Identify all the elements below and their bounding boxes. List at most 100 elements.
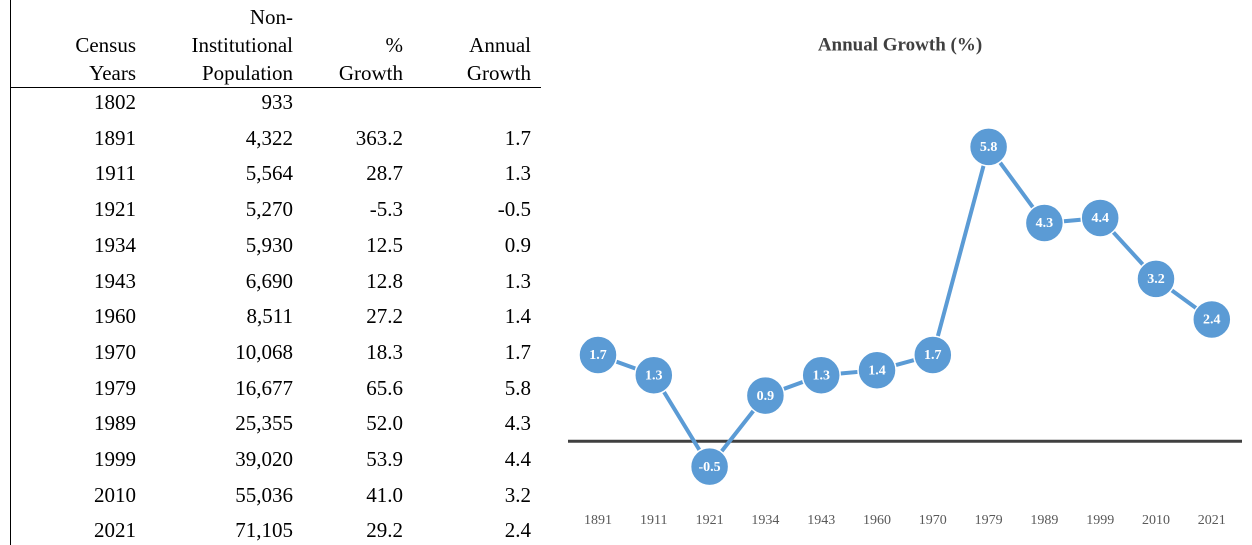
chart-title: Annual Growth (%) — [818, 34, 982, 55]
data-label: 1.3 — [645, 368, 663, 383]
table-cell: 0.9 — [504, 232, 531, 257]
table-cell: 1.7 — [504, 125, 531, 150]
line — [597, 142, 1213, 471]
marker — [634, 355, 674, 396]
table-cell: 12.8 — [366, 268, 403, 293]
table-cell: 4.4 — [504, 447, 531, 471]
marker — [1024, 203, 1065, 243]
table-cell: 10,068 — [235, 339, 293, 364]
data-label: 4.4 — [1091, 211, 1109, 226]
table-cell: 5,564 — [245, 161, 293, 186]
table-cell: 5.8 — [504, 375, 531, 400]
table-cell: Institutional — [191, 33, 294, 57]
table-cell: 1960 — [94, 304, 136, 329]
table-cell: 8,511 — [246, 304, 293, 329]
x-tick-label: 1891 — [584, 513, 612, 528]
table-cell: 41.0 — [366, 482, 403, 507]
x-tick-label: 1999 — [1086, 513, 1114, 528]
marker — [578, 335, 618, 375]
x-tick-label: 1943 — [807, 513, 835, 528]
x-tick-label: 1934 — [751, 513, 779, 528]
x-tick-label: 1989 — [1030, 513, 1058, 528]
table-cell: 1989 — [94, 411, 136, 436]
table-cell: 55,036 — [235, 482, 293, 507]
table-cell: Growth — [466, 61, 531, 85]
table-cell: 4.3 — [504, 411, 531, 436]
marker — [745, 375, 786, 416]
data-label: 1.4 — [868, 363, 886, 378]
marker — [1136, 259, 1176, 299]
marker — [913, 335, 953, 375]
table-cell: 53.9 — [366, 447, 403, 471]
table-cell: Annual — [469, 33, 531, 57]
marker — [1192, 299, 1232, 340]
data-label: -0.5 — [699, 460, 721, 475]
table-cell: 12.5 — [366, 232, 403, 257]
table-cell: 39,020 — [235, 447, 293, 471]
table-cell: 16,677 — [235, 375, 293, 400]
table-cell: % — [385, 33, 404, 57]
x-tick-label: 2010 — [1142, 513, 1170, 528]
header-rule — [11, 87, 541, 88]
table-cell: 1.3 — [504, 268, 531, 293]
table-cell: 1911 — [94, 161, 136, 186]
data-label: 3.2 — [1147, 272, 1165, 287]
data-label: 4.3 — [1036, 216, 1054, 231]
x-tick-label: 2021 — [1198, 513, 1226, 528]
table-cell: 5,270 — [245, 197, 293, 222]
table-cell: 18.3 — [366, 339, 403, 364]
table-cell: 1979 — [94, 375, 136, 400]
table-cell: 1.7 — [504, 339, 531, 364]
table-cell: 1.4 — [504, 304, 531, 329]
data-label: 5.8 — [980, 140, 998, 155]
table-cell: 65.6 — [366, 375, 403, 400]
table-cell: -5.3 — [369, 197, 403, 222]
table-cell: 28.7 — [366, 161, 403, 186]
table-cell: 6,690 — [245, 268, 293, 293]
table-cell: 5,930 — [245, 232, 293, 257]
data-label: 1.3 — [812, 368, 830, 383]
data-label: 0.9 — [757, 389, 775, 404]
table-cell: Population — [201, 61, 293, 85]
table-cell: 27.2 — [366, 304, 403, 329]
x-tick-label: 1921 — [696, 513, 724, 528]
marker — [689, 446, 730, 487]
table-cell: 363.2 — [355, 125, 403, 150]
table-cell: 25,355 — [235, 411, 293, 436]
table-cell: 1891 — [94, 125, 136, 150]
table-cell: 2.4 — [504, 518, 531, 543]
table-cell: 933 — [261, 90, 294, 114]
data-label: 2.4 — [1203, 313, 1221, 328]
data-label: 1.7 — [924, 348, 942, 363]
table-cell: 2021 — [94, 518, 136, 543]
table-cell: 29.2 — [366, 518, 403, 543]
data-label: 1.7 — [589, 348, 607, 363]
table-cell: 2010 — [94, 482, 136, 507]
chart: Annual Growth (%) 1.7 1891 1.3 1911 -0.5 1921… — [568, 34, 1242, 528]
marker — [968, 127, 1009, 167]
table-cell: 1.3 — [504, 161, 531, 186]
table-cell: 71,105 — [235, 518, 293, 543]
marker — [1080, 198, 1120, 238]
marker — [857, 350, 897, 390]
table-cell: Growth — [338, 61, 403, 85]
table-cell: 1943 — [94, 268, 136, 293]
table-cell: 3.2 — [504, 482, 531, 507]
table-cell: Years — [89, 61, 136, 85]
table-cell: -0.5 — [497, 197, 531, 222]
marker — [801, 355, 841, 396]
table-cell: 1921 — [94, 197, 136, 222]
table-cell: 1802 — [94, 90, 136, 114]
x-tick-label: 1970 — [919, 513, 947, 528]
table-cell: 4,322 — [245, 125, 293, 150]
table-cell: 1999 — [94, 447, 136, 471]
x-tick-label: 1960 — [863, 513, 891, 528]
table-cell: 1934 — [94, 232, 136, 257]
table: Non- Census Institutional% Annual Years Popul… — [10, 0, 541, 545]
table-cell: 52.0 — [366, 411, 403, 436]
x-tick-label: 1911 — [640, 513, 667, 528]
table-cell: Non- — [249, 5, 293, 29]
table-cell: 1970 — [94, 339, 136, 364]
table-cell: Census — [75, 33, 136, 57]
